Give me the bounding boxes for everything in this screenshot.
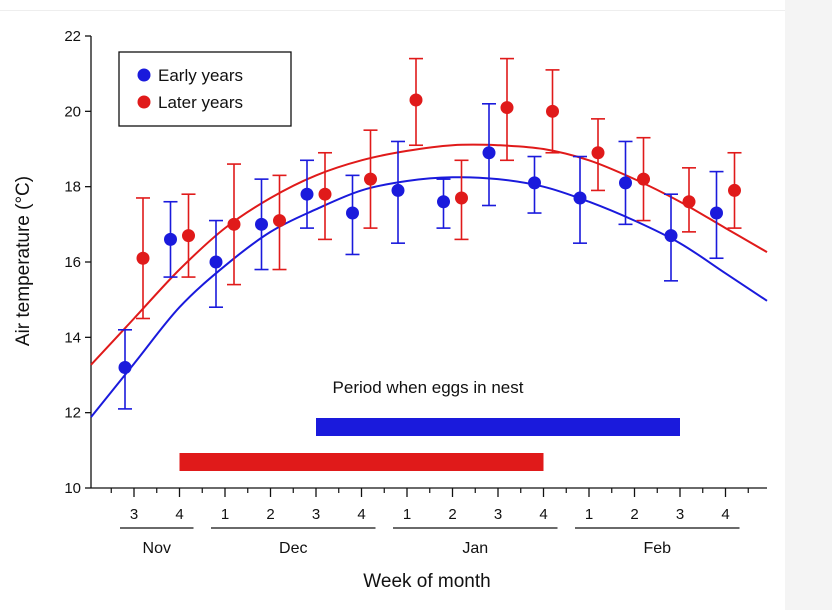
x-tick-label: 2 — [448, 506, 456, 523]
x-tick-label: 4 — [721, 506, 729, 523]
y-tick-label: 12 — [64, 405, 81, 422]
x-axis-label: Week of month — [363, 571, 490, 592]
y-tick-label: 22 — [64, 28, 81, 45]
data-point — [437, 195, 450, 209]
legend-label: Later years — [158, 93, 243, 112]
data-point — [364, 172, 377, 186]
y-axis-label: Air temperature (°C) — [13, 176, 34, 346]
data-point — [318, 187, 332, 201]
data-point — [227, 217, 241, 231]
egg-period-bar — [179, 453, 544, 471]
page-margin-strip — [785, 0, 832, 610]
legend-label: Early years — [158, 66, 243, 85]
data-point — [346, 206, 359, 220]
data-point — [619, 176, 632, 190]
y-tick-label: 20 — [64, 103, 81, 120]
data-point — [682, 195, 696, 209]
x-tick-label: 3 — [494, 506, 502, 523]
x-tick-label: 4 — [175, 506, 183, 523]
data-point — [255, 217, 268, 231]
data-point — [710, 206, 723, 220]
data-points — [118, 93, 741, 374]
fit-curve — [90, 143, 768, 366]
legend-entries: Early years Later years — [137, 66, 243, 112]
fit-curves — [90, 143, 768, 418]
data-point — [136, 251, 150, 265]
x-tick-label: 4 — [357, 506, 365, 523]
annotation-text: Period when eggs in nest — [333, 378, 524, 397]
data-point — [728, 183, 741, 197]
y-tick-label: 16 — [64, 254, 81, 271]
x-tick-label: 4 — [539, 506, 547, 523]
x-tick-label: 2 — [630, 506, 638, 523]
legend-marker — [137, 95, 151, 109]
data-point — [300, 187, 314, 201]
data-point — [546, 104, 559, 118]
data-point — [500, 101, 514, 115]
data-point — [482, 146, 496, 160]
x-tick-label: 3 — [312, 506, 320, 523]
y-tick-label: 14 — [64, 329, 81, 346]
data-point — [209, 255, 223, 269]
data-point — [391, 183, 405, 197]
data-point — [637, 172, 650, 186]
egg-period-bar — [316, 418, 680, 436]
data-point — [528, 176, 541, 190]
month-label: Dec — [279, 540, 307, 557]
month-label: Nov — [143, 540, 171, 557]
data-point — [164, 232, 177, 246]
fit-curve — [90, 176, 768, 418]
x-tick-label: 3 — [130, 506, 138, 523]
legend-box — [118, 51, 292, 127]
data-point — [273, 214, 286, 228]
data-point — [591, 146, 605, 160]
legend: Early years Later years — [118, 51, 292, 127]
data-point — [118, 360, 132, 374]
y-tick-label: 10 — [64, 480, 81, 497]
y-tick-label: 18 — [64, 179, 81, 196]
data-point — [455, 191, 468, 205]
month-label: Jan — [462, 540, 488, 557]
x-tick-label: 2 — [266, 506, 274, 523]
data-point — [409, 93, 423, 107]
x-tick-label: 1 — [585, 506, 593, 523]
legend-marker — [137, 68, 151, 82]
egg-period-bars — [179, 418, 680, 471]
x-tick-label: 1 — [403, 506, 411, 523]
x-tick-label: 1 — [221, 506, 229, 523]
top-border — [0, 10, 785, 11]
data-point — [664, 229, 678, 243]
x-tick-label: 3 — [676, 506, 684, 523]
data-point — [182, 229, 195, 243]
month-label: Feb — [643, 540, 671, 557]
data-point — [573, 191, 587, 205]
